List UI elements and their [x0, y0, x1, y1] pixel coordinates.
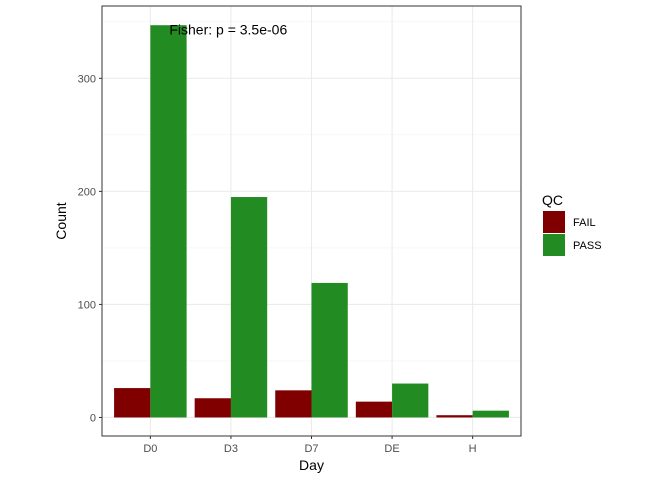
- x-axis-title: Day: [299, 457, 324, 473]
- bar-pass-d0: [150, 25, 187, 418]
- legend-label-pass: PASS: [573, 240, 602, 252]
- fisher-annotation: Fisher: p = 3.5e-06: [169, 22, 287, 38]
- bar-fail-de: [355, 401, 393, 418]
- bar-fail-h: [436, 415, 473, 418]
- bar-pass-d3: [230, 197, 268, 418]
- y-axis-title: Count: [53, 202, 69, 239]
- bar-layer: [114, 25, 509, 418]
- y-tick-label: 300: [78, 73, 96, 85]
- y-tick-label: 100: [78, 299, 96, 311]
- bar-pass-h: [472, 410, 509, 418]
- legend-title: QC: [542, 192, 563, 208]
- bar-pass-de: [392, 383, 429, 418]
- bar-fail-d3: [194, 398, 231, 418]
- axis-layer: 0 100 200 300 D0 D3 D7 DE H: [78, 73, 477, 455]
- legend-label-fail: FAIL: [573, 217, 596, 229]
- legend-key-fail: [543, 211, 565, 233]
- y-tick-label: 200: [78, 186, 96, 198]
- x-tick-label: DE: [384, 443, 399, 455]
- x-tick-label: D0: [143, 443, 157, 455]
- legend: QC FAIL PASS: [542, 192, 602, 256]
- bar-pass-d7: [311, 282, 348, 418]
- legend-key-pass: [543, 234, 565, 256]
- x-tick-label: D7: [304, 443, 318, 455]
- y-tick-label: 0: [90, 412, 96, 424]
- x-tick-label: H: [469, 443, 477, 455]
- bar-fail-d7: [275, 390, 312, 418]
- x-tick-label: D3: [224, 443, 238, 455]
- bar-fail-d0: [114, 388, 151, 418]
